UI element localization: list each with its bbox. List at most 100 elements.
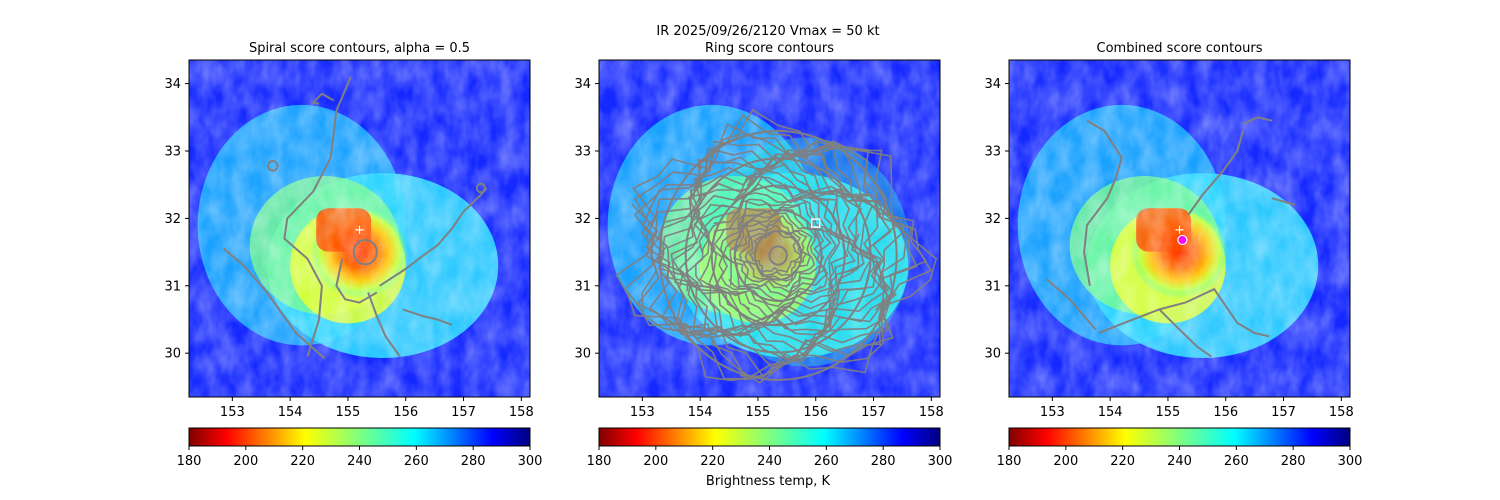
combined-center-marker bbox=[1177, 234, 1188, 246]
ring-contour-field bbox=[615, 108, 938, 384]
contour-ring bbox=[267, 159, 279, 172]
panel-title: Ring score contours bbox=[705, 41, 834, 56]
colorbar-tick-label: 260 bbox=[814, 454, 839, 469]
y-tick-label: 31 bbox=[984, 279, 1001, 294]
y-tick-label: 34 bbox=[574, 77, 591, 92]
x-tick-label: 158 bbox=[919, 405, 944, 420]
x-tick-label: 158 bbox=[509, 405, 534, 420]
colorbar-tick-label: 240 bbox=[347, 454, 372, 469]
panel-3: Combined score contours 153 154 155 156 157 15… bbox=[984, 41, 1362, 469]
y-tick-label: 32 bbox=[574, 212, 591, 227]
colorbar-tick-label: 260 bbox=[404, 454, 429, 469]
contour-line bbox=[1045, 278, 1097, 331]
colorbar-tick-label: 280 bbox=[461, 454, 486, 469]
colorbar: 180 200 220 240 260 280 300 bbox=[997, 427, 1363, 469]
contour-ring bbox=[754, 230, 803, 281]
panel-1: Spiral score contours, alpha = 0.5 153 154… bbox=[164, 41, 542, 469]
colorbar-tick-label: 180 bbox=[587, 454, 612, 469]
x-tick-label: 155 bbox=[746, 405, 771, 420]
x-tick-label: 157 bbox=[451, 405, 476, 420]
x-tick-label: 157 bbox=[1271, 405, 1296, 420]
y-tick-label: 30 bbox=[984, 347, 1001, 362]
center-plus-marker bbox=[1175, 225, 1184, 234]
panel-title: Combined score contours bbox=[1097, 41, 1263, 56]
x-tick-label: 154 bbox=[278, 405, 303, 420]
contour-line bbox=[223, 247, 326, 360]
y-tick-label: 30 bbox=[574, 347, 591, 362]
contours bbox=[1045, 116, 1296, 358]
colorbar-tick-label: 280 bbox=[871, 454, 896, 469]
colorbar-tick-label: 260 bbox=[1224, 454, 1249, 469]
x-tick-label: 156 bbox=[803, 405, 828, 420]
contour-line bbox=[1083, 119, 1123, 286]
contour-ring bbox=[475, 182, 486, 194]
x-tick-label: 153 bbox=[630, 405, 655, 420]
colorbar-tick-label: 220 bbox=[700, 454, 725, 469]
colorbar-tick-label: 300 bbox=[928, 454, 953, 469]
y-tick-label: 31 bbox=[164, 279, 181, 294]
colorbar-tick-label: 240 bbox=[1167, 454, 1192, 469]
panels: Spiral score contours, alpha = 0.5 153 154… bbox=[164, 41, 1362, 469]
x-tick-label: 158 bbox=[1329, 405, 1354, 420]
center-plus-marker bbox=[355, 225, 364, 234]
y-tick-label: 31 bbox=[574, 279, 591, 294]
contours bbox=[223, 76, 488, 360]
contours bbox=[615, 108, 938, 384]
contour-line bbox=[367, 292, 401, 358]
y-tick-label: 32 bbox=[984, 212, 1001, 227]
axes-frame bbox=[598, 59, 941, 398]
colorbar-tick-label: 300 bbox=[518, 454, 543, 469]
contour-line bbox=[1242, 116, 1273, 125]
x-tick-label: 154 bbox=[688, 405, 713, 420]
figure-suptitle: IR 2025/09/26/2120 Vmax = 50 kt bbox=[656, 24, 879, 39]
y-tick-label: 30 bbox=[164, 347, 181, 362]
contour-ring bbox=[684, 157, 872, 354]
y-tick-label: 33 bbox=[574, 144, 591, 159]
x-tick-label: 155 bbox=[336, 405, 361, 420]
colorbar-tick-label: 240 bbox=[757, 454, 782, 469]
heatmap-image bbox=[189, 60, 530, 397]
ring-center-square-marker bbox=[811, 218, 821, 228]
colorbar: 180 200 220 240 260 280 300 bbox=[177, 427, 543, 469]
contour-line bbox=[283, 76, 352, 357]
x-tick-label: 154 bbox=[1098, 405, 1123, 420]
contour-ring bbox=[352, 238, 378, 266]
axes-frame bbox=[188, 59, 531, 398]
y-tick-label: 33 bbox=[984, 144, 1001, 159]
contour-ring bbox=[768, 245, 788, 266]
x-tick-label: 153 bbox=[220, 405, 245, 420]
x-tick-label: 157 bbox=[861, 405, 886, 420]
y-tick-label: 34 bbox=[164, 77, 181, 92]
colorbar-tick-label: 180 bbox=[177, 454, 202, 469]
contour-line bbox=[1187, 130, 1245, 216]
contour-ring bbox=[710, 184, 846, 327]
y-tick-label: 32 bbox=[164, 212, 181, 227]
contour-line bbox=[311, 92, 335, 105]
x-tick-label: 156 bbox=[393, 405, 418, 420]
colorbar-tick-label: 200 bbox=[1053, 454, 1078, 469]
y-tick-label: 33 bbox=[164, 144, 181, 159]
contour-line bbox=[379, 187, 488, 287]
y-tick-label: 34 bbox=[984, 77, 1001, 92]
colorbar-tick-label: 280 bbox=[1281, 454, 1306, 469]
colorbar-tick-label: 300 bbox=[1338, 454, 1363, 469]
colorbar-label: Brightness temp, K bbox=[706, 474, 831, 489]
x-tick-label: 156 bbox=[1213, 405, 1238, 420]
colorbar-tick-label: 220 bbox=[290, 454, 315, 469]
contour-ring bbox=[658, 130, 898, 381]
colorbar: 180 200 220 240 260 280 300 bbox=[587, 427, 953, 469]
colorbar-tick-label: 200 bbox=[233, 454, 258, 469]
colorbar-tick-label: 220 bbox=[1110, 454, 1135, 469]
heatmap-image bbox=[1009, 60, 1350, 397]
contour-line bbox=[402, 308, 453, 326]
x-tick-label: 153 bbox=[1040, 405, 1065, 420]
axes-frame bbox=[1008, 59, 1351, 398]
panel-title: Spiral score contours, alpha = 0.5 bbox=[249, 41, 470, 56]
x-tick-label: 155 bbox=[1156, 405, 1181, 420]
colorbar-tick-label: 180 bbox=[997, 454, 1022, 469]
contour-line bbox=[1159, 287, 1270, 338]
contour-ring bbox=[733, 208, 823, 302]
contour-line bbox=[335, 258, 378, 304]
panel-2: Ring score contours 153 154 155 156 157 158 30 3… bbox=[574, 41, 952, 469]
